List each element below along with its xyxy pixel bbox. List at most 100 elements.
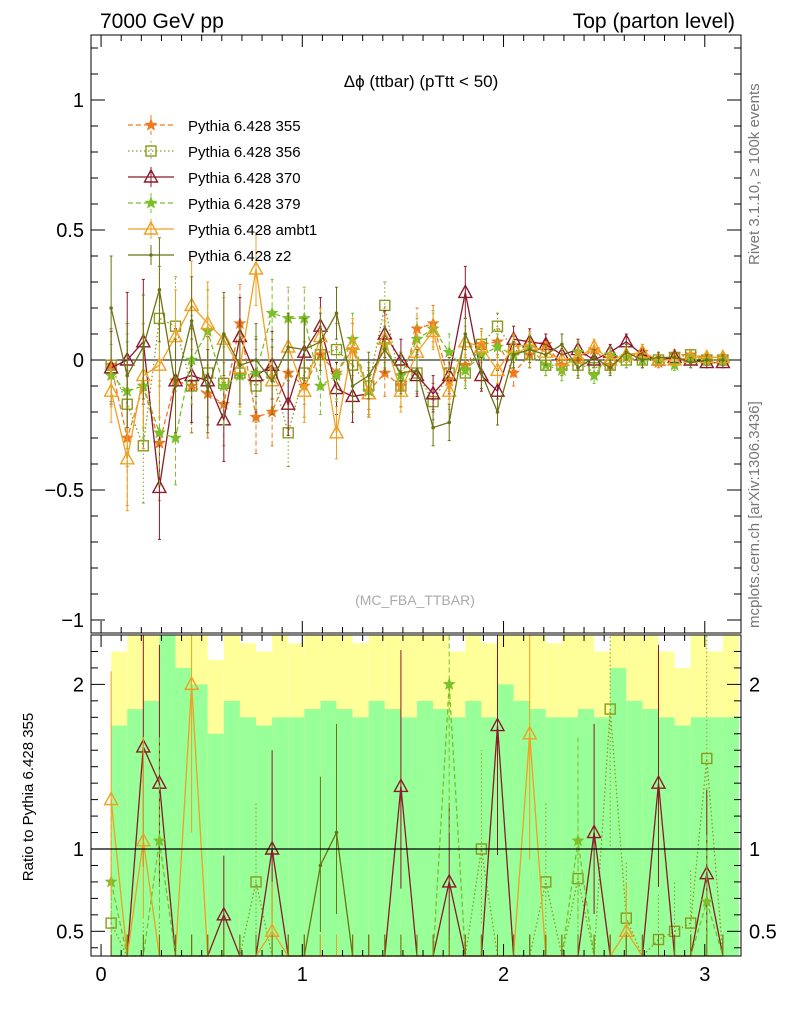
main-data-point bbox=[721, 358, 725, 362]
ratio-x-tick-label: 0 bbox=[95, 964, 106, 986]
legend-entry-label: Pythia 6.428 z2 bbox=[188, 248, 291, 265]
main-data-point bbox=[650, 351, 667, 366]
main-data-point bbox=[141, 345, 146, 349]
main-data-point bbox=[200, 315, 216, 330]
ratio-data-point bbox=[135, 832, 151, 847]
main-y-tick-label: 0.5 bbox=[56, 220, 84, 242]
ratio-data-point bbox=[522, 725, 538, 740]
main-data-point bbox=[330, 343, 343, 356]
main-data-point bbox=[543, 353, 548, 357]
main-data-point bbox=[699, 354, 715, 369]
ratio-x-tick-label: 1 bbox=[297, 964, 308, 986]
header-collision-label: 7000 GeV pp bbox=[100, 10, 224, 33]
main-data-point bbox=[173, 384, 178, 388]
ratio-band-inner bbox=[368, 700, 385, 956]
ratio-data-point bbox=[152, 833, 166, 847]
main-data-point bbox=[330, 368, 343, 382]
main-data-point bbox=[189, 319, 194, 323]
main-data-point bbox=[672, 355, 677, 360]
main-data-point bbox=[318, 340, 323, 344]
main-data-point bbox=[249, 410, 263, 423]
ratio-band-inner bbox=[127, 709, 144, 956]
ratio-y-tick-label-right: 0.5 bbox=[749, 921, 777, 943]
main-data-point bbox=[286, 345, 291, 349]
main-data-point bbox=[715, 354, 731, 369]
main-data-point bbox=[425, 322, 441, 338]
ratio-band-inner bbox=[626, 700, 643, 956]
ratio-data-point bbox=[105, 917, 117, 929]
side-rivet-label: Rivet 3.1.10, ≥ 100k events bbox=[746, 83, 763, 265]
main-y-tick-label: −1 bbox=[61, 610, 84, 632]
legend-marker bbox=[144, 118, 158, 131]
ratio-data-point bbox=[684, 917, 697, 929]
main-data-point bbox=[366, 373, 371, 378]
ratio-y-tick-label: 0.5 bbox=[56, 921, 84, 943]
main-y-tick-label: 1 bbox=[73, 90, 84, 112]
main-y-tick-label: −0.5 bbox=[45, 480, 84, 502]
main-panel: −1 −0.5 0 0.5 1 Δϕ (ttbar) (pTtt < 50) (MC_FBA… bbox=[45, 34, 742, 634]
main-data-point bbox=[103, 382, 119, 397]
legend: Pythia 6.428 355 Pythia 6.428 356 Pythia 6… bbox=[128, 115, 317, 265]
main-data-point bbox=[442, 345, 456, 358]
main-data-point bbox=[560, 342, 564, 347]
ratio-data-point bbox=[250, 876, 262, 888]
main-data-point bbox=[489, 361, 506, 377]
ratio-x-tick-label: 2 bbox=[498, 964, 509, 986]
main-watermark: (MC_FBA_TTBAR) bbox=[355, 592, 475, 608]
main-data-point bbox=[576, 366, 580, 370]
legend-marker bbox=[143, 220, 159, 235]
ratio-data-point bbox=[489, 717, 506, 732]
main-data-point bbox=[473, 338, 490, 353]
ratio-band-inner bbox=[288, 717, 305, 956]
ratio-data-point bbox=[318, 863, 323, 868]
ratio-data-point bbox=[216, 906, 232, 921]
ratio-y-tick-label: 2 bbox=[73, 674, 84, 696]
legend-entry-label: Pythia 6.428 ambt1 bbox=[188, 222, 317, 239]
ratio-data-point bbox=[571, 833, 585, 847]
main-data-point bbox=[608, 366, 612, 370]
main-data-point bbox=[222, 332, 226, 336]
main-data-point bbox=[399, 371, 403, 375]
ratio-band-inner bbox=[256, 725, 273, 956]
legend-marker bbox=[149, 253, 153, 257]
main-data-point bbox=[205, 389, 210, 394]
main-data-point bbox=[334, 311, 339, 316]
ratio-band-inner bbox=[561, 717, 578, 956]
main-data-point bbox=[151, 356, 168, 371]
main-data-point bbox=[415, 368, 419, 373]
main-data-point bbox=[495, 410, 500, 414]
main-data-point bbox=[624, 350, 629, 355]
ratio-data-point bbox=[103, 791, 119, 806]
main-data-point bbox=[656, 355, 661, 360]
ratio-panel: 0 1 2 3 0.5 0.5 1 1 2 2 Ratio to Pythia 6.428 355 bbox=[20, 634, 777, 986]
main-data-point bbox=[431, 425, 435, 430]
ratio-band-inner bbox=[272, 717, 289, 956]
main-data-point bbox=[169, 431, 182, 444]
main-data-point bbox=[238, 363, 242, 368]
ratio-band-inner bbox=[577, 709, 595, 956]
ratio-band-inner bbox=[304, 709, 321, 956]
main-data-point bbox=[248, 260, 264, 275]
main-data-point bbox=[157, 288, 162, 292]
main-data-point bbox=[511, 353, 516, 357]
main-data-point bbox=[302, 347, 307, 352]
ratio-y-tick-label-right: 2 bbox=[749, 674, 760, 696]
main-data-point bbox=[137, 440, 150, 452]
ratio-plot-frame bbox=[90, 634, 742, 957]
main-data-point bbox=[592, 355, 596, 360]
side-mcplots-label: mcplots.cern.ch [arXiv:1306.3436] bbox=[746, 401, 763, 628]
main-data-point bbox=[313, 379, 327, 392]
main-data-point bbox=[479, 371, 484, 375]
legend-marker bbox=[143, 168, 159, 183]
ratio-y-tick-label: 1 bbox=[73, 839, 84, 861]
ratio-band-inner bbox=[159, 635, 176, 956]
main-data-point bbox=[109, 306, 113, 310]
main-data-point bbox=[254, 358, 258, 362]
ratio-data-point bbox=[183, 675, 200, 691]
ratio-data-point bbox=[264, 840, 280, 855]
main-data-point bbox=[425, 385, 441, 400]
ratio-band-inner bbox=[223, 700, 240, 956]
ratio-data-point bbox=[604, 703, 616, 715]
main-data-point bbox=[447, 420, 452, 425]
